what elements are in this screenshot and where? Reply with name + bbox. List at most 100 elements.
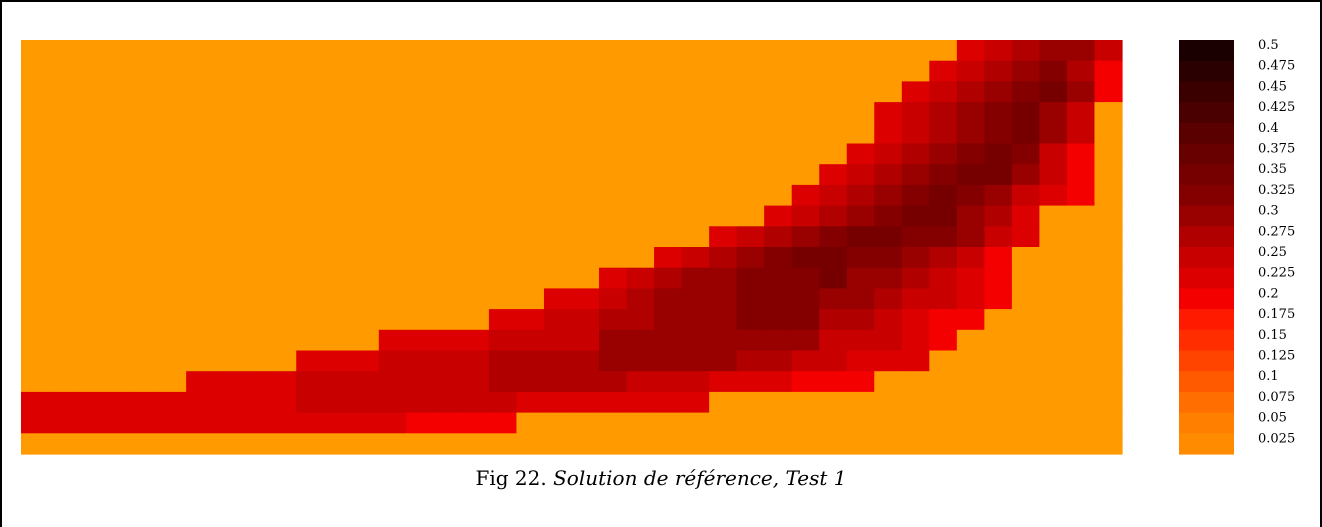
heatmap-cell bbox=[186, 391, 215, 414]
heatmap-cell bbox=[543, 350, 573, 372]
heatmap-cell bbox=[461, 164, 490, 186]
heatmap-cell bbox=[158, 247, 187, 269]
heatmap-cell bbox=[488, 391, 518, 414]
heatmap-cell bbox=[984, 102, 1013, 124]
heatmap-cell bbox=[296, 350, 325, 372]
heatmap-cell bbox=[956, 184, 985, 207]
heatmap-cell bbox=[48, 40, 77, 62]
heatmap-cell bbox=[654, 226, 683, 248]
heatmap-cell bbox=[984, 40, 1013, 62]
heatmap-cell bbox=[791, 267, 820, 289]
heatmap-cell bbox=[599, 350, 628, 372]
heatmap-cell bbox=[929, 288, 958, 310]
heatmap-cell bbox=[76, 122, 105, 145]
heatmap-cell bbox=[819, 226, 848, 248]
colorbar-swatch bbox=[1179, 412, 1234, 434]
heatmap-cell bbox=[681, 247, 710, 269]
heatmap-cell bbox=[1094, 267, 1123, 289]
heatmap-cell bbox=[929, 350, 958, 372]
heatmap-cell bbox=[846, 433, 875, 455]
heatmap-cell bbox=[103, 40, 132, 62]
heatmap-cell bbox=[984, 371, 1013, 393]
heatmap-cell bbox=[433, 226, 463, 248]
heatmap-cell bbox=[433, 309, 463, 331]
heatmap-cell bbox=[654, 371, 683, 393]
heatmap-cell bbox=[626, 81, 655, 103]
heatmap-cell bbox=[76, 288, 105, 310]
heatmap-cell bbox=[956, 247, 985, 269]
heatmap-cell bbox=[626, 60, 655, 82]
heatmap-cell bbox=[213, 184, 242, 207]
heatmap-cell bbox=[186, 143, 215, 165]
heatmap-cell bbox=[433, 184, 463, 207]
heatmap-cell bbox=[76, 60, 105, 82]
heatmap-cell bbox=[351, 226, 380, 248]
heatmap-cell bbox=[323, 247, 352, 269]
heatmap-cell bbox=[186, 371, 215, 393]
heatmap-cell bbox=[984, 412, 1013, 434]
heatmap-cell bbox=[323, 184, 352, 207]
heatmap-cell bbox=[1011, 184, 1041, 207]
heatmap-cell bbox=[1039, 40, 1068, 62]
heatmap-cell bbox=[571, 350, 600, 372]
heatmap-cell bbox=[351, 205, 380, 227]
heatmap-cell bbox=[103, 412, 132, 434]
heatmap-cell bbox=[654, 184, 683, 207]
heatmap-cell bbox=[406, 412, 435, 434]
heatmap-cell bbox=[736, 102, 765, 124]
heatmap-cell bbox=[819, 329, 848, 352]
heatmap-cell bbox=[543, 226, 573, 248]
heatmap-cell bbox=[103, 205, 132, 227]
heatmap-cell bbox=[103, 329, 132, 352]
heatmap-cell bbox=[846, 184, 875, 207]
heatmap-cell bbox=[654, 122, 683, 145]
heatmap-cell bbox=[406, 247, 435, 269]
heatmap-cell bbox=[241, 391, 270, 414]
heatmap-cell bbox=[626, 40, 655, 62]
heatmap-cell bbox=[21, 350, 50, 372]
heatmap-cell bbox=[846, 226, 875, 248]
heatmap-cell bbox=[681, 350, 710, 372]
heatmap-cell bbox=[21, 205, 50, 227]
heatmap-cell bbox=[1066, 371, 1096, 393]
heatmap-cell bbox=[268, 40, 297, 62]
heatmap-cell bbox=[626, 329, 655, 352]
heatmap-cell bbox=[323, 205, 352, 227]
heatmap-cell bbox=[351, 329, 380, 352]
colorbar-swatch bbox=[1179, 40, 1234, 62]
heatmap-cell bbox=[461, 40, 490, 62]
heatmap-cell bbox=[956, 226, 985, 248]
heatmap-cell bbox=[158, 267, 187, 289]
heatmap-cell bbox=[461, 288, 490, 310]
heatmap-cell bbox=[709, 267, 738, 289]
heatmap-cell bbox=[406, 205, 435, 227]
heatmap-cell bbox=[571, 40, 600, 62]
heatmap-cell bbox=[681, 102, 710, 124]
heatmap-cell bbox=[48, 81, 77, 103]
heatmap-cell bbox=[709, 350, 738, 372]
heatmap-cell bbox=[103, 102, 132, 124]
heatmap-cell bbox=[461, 60, 490, 82]
heatmap-cell bbox=[323, 164, 352, 186]
heatmap-cell bbox=[1011, 371, 1041, 393]
heatmap-cell bbox=[599, 60, 628, 82]
heatmap-cell bbox=[406, 350, 435, 372]
heatmap-cell bbox=[819, 40, 848, 62]
heatmap-cell bbox=[186, 205, 215, 227]
heatmap-cell bbox=[819, 433, 848, 455]
heatmap-cell bbox=[874, 391, 903, 414]
heatmap-cell bbox=[709, 102, 738, 124]
heatmap-cell bbox=[1039, 226, 1068, 248]
heatmap-cell bbox=[488, 143, 518, 165]
heatmap-cell bbox=[819, 412, 848, 434]
heatmap-cell bbox=[406, 164, 435, 186]
heatmap-cell bbox=[48, 433, 77, 455]
heatmap-cell bbox=[131, 184, 160, 207]
heatmap-cell bbox=[1039, 143, 1068, 165]
heatmap-cell bbox=[433, 143, 463, 165]
heatmap-cell bbox=[488, 122, 518, 145]
heatmap-cell bbox=[241, 40, 270, 62]
heatmap-cell bbox=[599, 40, 628, 62]
heatmap-cell bbox=[1011, 412, 1041, 434]
heatmap-cell bbox=[654, 164, 683, 186]
